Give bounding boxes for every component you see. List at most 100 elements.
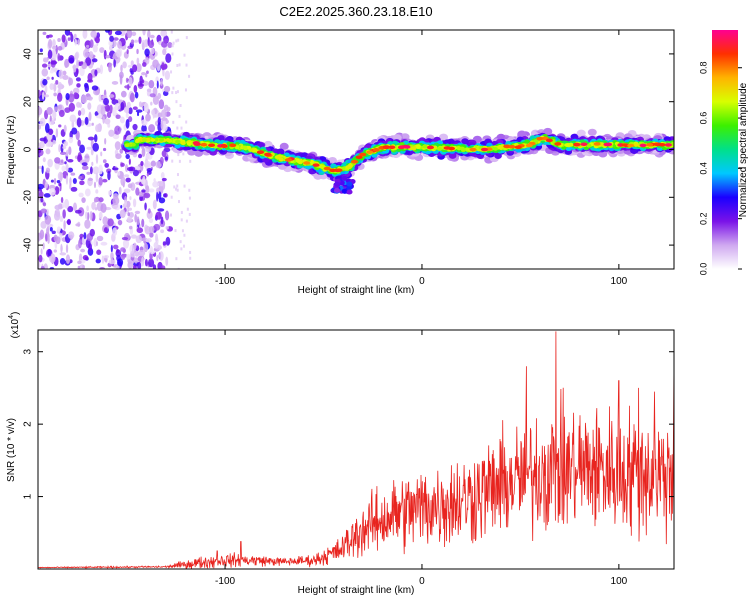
noise-blob: [49, 188, 56, 196]
noise-speck: [181, 229, 184, 233]
noise-blob: [87, 177, 94, 181]
noise-blob: [41, 165, 44, 175]
spectral-blob: [328, 156, 338, 165]
noise-blob: [98, 211, 103, 220]
chart-title: C2E2.2025.360.23.18.E10: [279, 4, 432, 19]
noise-blob: [73, 92, 79, 100]
noise-blob: [60, 196, 64, 204]
noise-blob: [160, 171, 165, 179]
noise-blob: [69, 114, 77, 123]
noise-blob: [51, 76, 54, 80]
noise-blob: [91, 201, 96, 210]
noise-blob: [95, 241, 98, 247]
noise-blob: [84, 116, 89, 126]
spectral-blob: [448, 152, 457, 159]
noise-blob: [95, 114, 103, 119]
noise-blob: [120, 247, 126, 252]
noise-blob: [58, 69, 64, 79]
noise-speck: [170, 195, 173, 199]
noise-blob: [117, 258, 124, 267]
noise-blob: [145, 153, 153, 160]
noise-blob: [144, 157, 149, 168]
noise-blob: [55, 128, 59, 138]
noise-blob: [119, 74, 123, 85]
noise-blob: [137, 191, 145, 197]
noise-blob: [78, 176, 83, 180]
noise-blob: [123, 106, 129, 113]
noise-blob: [86, 171, 91, 175]
noise-blob: [103, 254, 110, 259]
noise-speck: [183, 184, 186, 188]
noise-blob: [94, 111, 99, 117]
noise-speck: [189, 256, 192, 260]
noise-blob: [141, 147, 146, 158]
noise-speck: [177, 153, 180, 157]
noise-blob: [139, 75, 143, 86]
noise-blob: [75, 59, 79, 70]
noise-speck: [176, 90, 179, 94]
noise-blob: [129, 196, 132, 201]
noise-blob: [128, 207, 132, 211]
noise-blob: [148, 226, 155, 234]
noise-blob: [160, 265, 166, 269]
noise-speck: [180, 218, 183, 222]
noise-speck: [188, 212, 191, 216]
noise-blob: [112, 227, 118, 237]
noise-blob: [40, 196, 44, 203]
noise-blob: [118, 186, 122, 195]
noise-blob: [140, 178, 146, 185]
noise-blob: [76, 101, 81, 108]
noise-blob: [132, 123, 138, 131]
noise-speck: [178, 200, 181, 204]
noise-blob: [111, 167, 119, 171]
noise-blob: [84, 219, 91, 229]
noise-blob: [146, 168, 153, 173]
noise-blob: [68, 136, 74, 144]
noise-blob: [53, 82, 57, 92]
noise-blob: [125, 200, 131, 208]
noise-blob: [103, 227, 108, 233]
noise-blob: [143, 192, 151, 199]
noise-blob: [109, 104, 113, 114]
noise-speck: [175, 187, 178, 191]
noise-blob: [84, 188, 91, 197]
noise-blob: [148, 80, 155, 89]
noise-blob: [71, 127, 78, 135]
noise-blob: [161, 109, 167, 118]
noise-blob: [146, 173, 149, 177]
noise-speck: [179, 104, 182, 108]
noise-blob: [66, 219, 71, 225]
noise-blob: [65, 93, 70, 101]
noise-blob: [126, 30, 133, 39]
noise-blob: [51, 49, 57, 59]
noise-blob: [125, 154, 130, 160]
noise-blob: [54, 106, 58, 112]
noise-blob: [102, 178, 108, 183]
noise-blob: [132, 169, 139, 177]
noise-blob: [104, 118, 111, 125]
noise-blob: [80, 61, 84, 65]
noise-blob: [42, 157, 46, 163]
noise-blob: [124, 164, 129, 173]
noise-blob: [165, 226, 169, 230]
noise-blob: [70, 172, 76, 176]
noise-speck: [170, 147, 173, 151]
noise-blob: [137, 153, 143, 159]
noise-blob: [126, 49, 129, 55]
noise-blob: [153, 178, 156, 183]
noise-blob: [82, 30, 88, 39]
noise-blob: [95, 189, 99, 194]
noise-blob: [108, 94, 115, 98]
spectral-blob: [576, 129, 586, 137]
noise-blob: [149, 34, 155, 39]
noise-blob: [156, 80, 159, 89]
noise-speck: [175, 91, 178, 95]
noise-blob: [94, 36, 100, 44]
noise-blob: [48, 38, 53, 49]
noise-blob: [73, 33, 77, 39]
noise-blob: [136, 111, 140, 117]
noise-speck: [176, 184, 179, 188]
noise-blob: [141, 39, 146, 50]
noise-blob: [104, 137, 107, 145]
noise-blob: [149, 93, 156, 98]
